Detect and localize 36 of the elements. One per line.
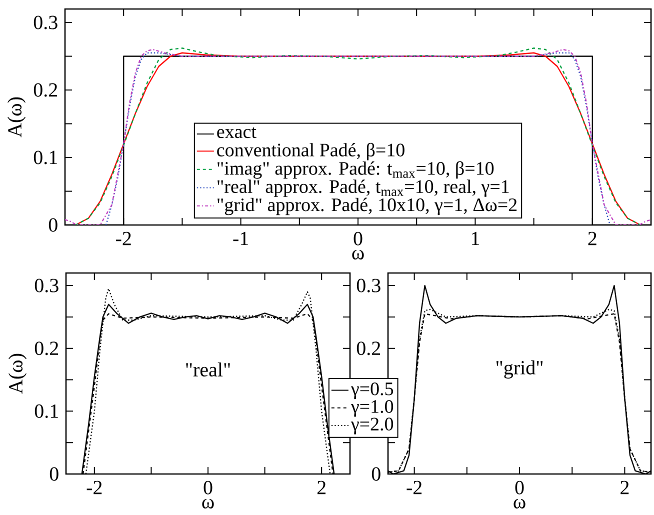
- x-axis-title: ω: [202, 498, 214, 508]
- x-axis-title: ω: [352, 250, 364, 260]
- y-tick-label: 0.1: [34, 404, 58, 418]
- x-tick-label: 1: [472, 232, 480, 245]
- x-tick-label: 2: [588, 232, 596, 246]
- legend-label: "grid" approx. Padé, 10x10, γ=1, Δω=2: [218, 198, 517, 216]
- y-tick-label: 0: [50, 467, 58, 481]
- x-tick-label: -2: [116, 232, 131, 246]
- x-axis-title: ω: [514, 498, 526, 508]
- legend-label: γ=0.5: [350, 382, 394, 400]
- legend-label: γ=2.0: [350, 418, 394, 434]
- x-tick-label: 2: [317, 480, 326, 494]
- y-axis-title: A(ω): [8, 354, 27, 394]
- y-tick-label: 0: [372, 467, 380, 481]
- legend-label: γ=1.0: [350, 400, 394, 417]
- y-tick-label: 0: [48, 218, 58, 232]
- annotation: "real": [186, 362, 230, 376]
- y-axis-title: A(ω): [7, 97, 26, 138]
- legend-label: "imag" approx. Padé: t$_{max}$=10, β=10: [218, 161, 494, 179]
- legend-label: "real" approx. Padé, t$_{max}$=10, real, γ=1: [218, 180, 509, 197]
- y-tick-label: 0.3: [34, 278, 58, 292]
- y-tick-label: 0.2: [356, 342, 380, 356]
- y-tick-label: 0.1: [34, 150, 57, 164]
- x-tick-label: 0: [515, 480, 524, 494]
- x-tick-label: -2: [406, 480, 422, 494]
- y-tick-label: 0.2: [34, 83, 58, 97]
- x-tick-label: 2: [620, 480, 629, 494]
- x-tick-label: 0: [204, 480, 212, 494]
- annotation: "grid": [496, 360, 543, 379]
- legend-label: exact: [217, 127, 256, 138]
- x-tick-label: -1: [233, 232, 248, 245]
- legend-label: conventional Padé, β=10: [217, 142, 404, 160]
- y-tick-label: 0.3: [34, 16, 58, 30]
- y-tick-label: 0.2: [34, 342, 58, 356]
- y-tick-label: 0.3: [356, 278, 380, 292]
- x-tick-label: -2: [86, 480, 102, 494]
